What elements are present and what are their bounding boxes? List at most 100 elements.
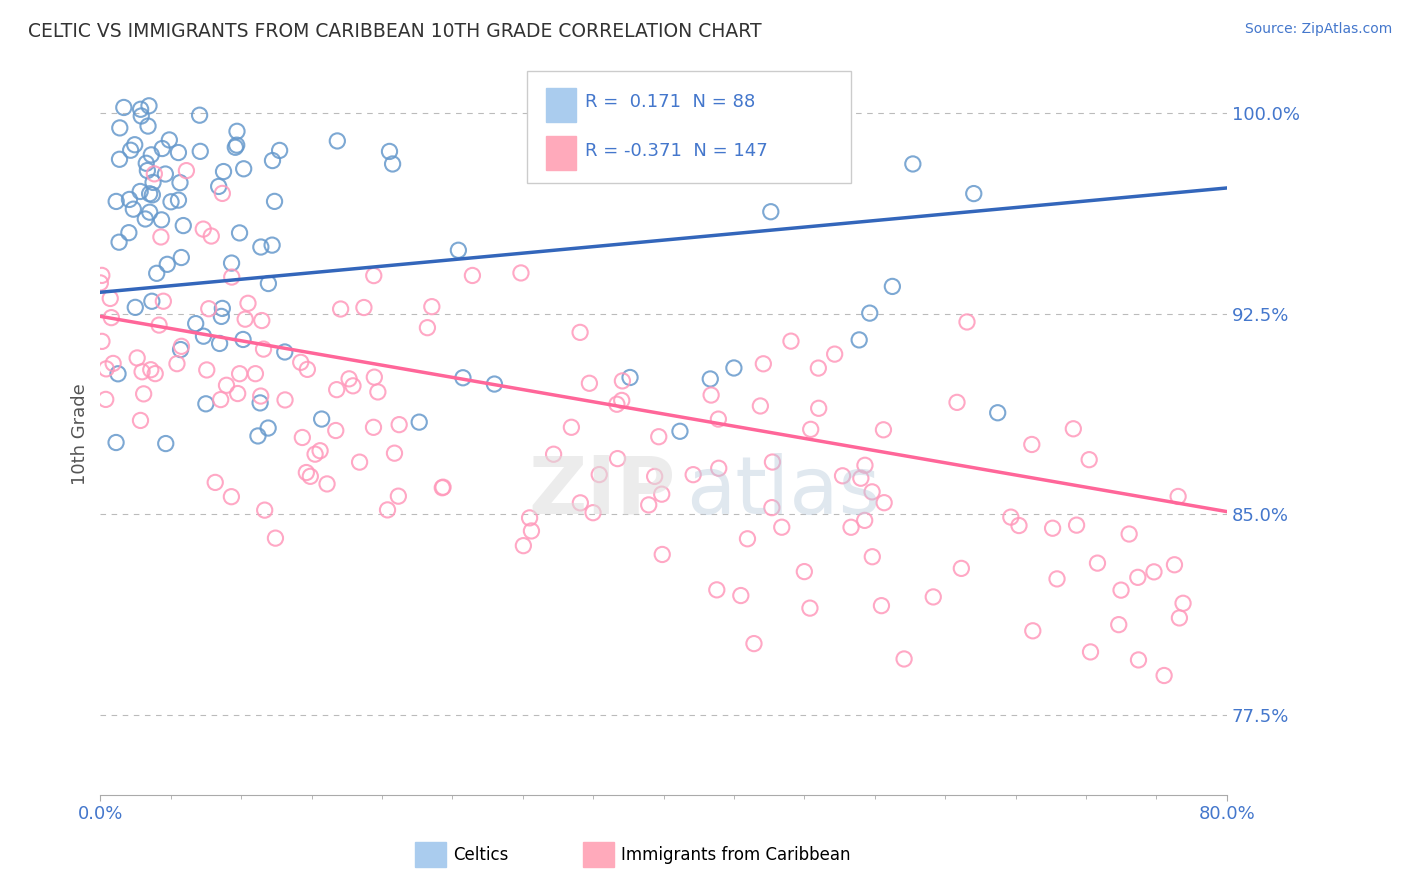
Point [860, 549, 883, 564]
Point [342, 379, 364, 393]
Point [901, 157, 924, 171]
Point [737, 532, 759, 546]
Point [195, 363, 218, 377]
Point [90, 268, 112, 283]
Point [246, 429, 269, 443]
Point [831, 468, 853, 483]
Point [387, 489, 409, 503]
Point [316, 477, 339, 491]
Point [157, 133, 180, 147]
Point [249, 389, 271, 403]
Point [1118, 527, 1140, 541]
Point [89, 276, 111, 290]
Point [311, 412, 333, 426]
Point [155, 436, 177, 450]
Point [252, 342, 274, 356]
Point [129, 185, 152, 199]
Point [519, 511, 541, 525]
Point [447, 244, 470, 258]
Point [188, 145, 211, 159]
Point [325, 424, 347, 438]
Point [209, 310, 232, 324]
Point [388, 417, 411, 432]
Point [262, 238, 284, 252]
Point [432, 481, 454, 495]
Point [94, 392, 117, 407]
Point [150, 141, 173, 155]
Point [872, 423, 894, 437]
Point [136, 163, 159, 178]
Point [612, 374, 634, 388]
Point [1171, 596, 1194, 610]
Point [236, 296, 259, 310]
Point [131, 365, 153, 379]
Point [761, 500, 783, 515]
Point [651, 487, 673, 501]
Point [606, 397, 628, 411]
Point [807, 401, 830, 416]
Text: atlas: atlas [686, 453, 880, 531]
Point [484, 377, 506, 392]
Point [170, 251, 193, 265]
Point [170, 339, 193, 353]
Point [793, 565, 815, 579]
Point [91, 334, 114, 349]
Point [1109, 583, 1132, 598]
Point [176, 163, 198, 178]
Point [723, 361, 745, 376]
Point [156, 257, 179, 271]
Point [848, 333, 870, 347]
Point [122, 202, 145, 217]
Point [124, 301, 146, 315]
Point [759, 204, 782, 219]
Point [112, 100, 135, 114]
Point [326, 134, 349, 148]
Point [873, 496, 896, 510]
Point [329, 301, 352, 316]
Point [96, 361, 118, 376]
Point [225, 138, 247, 153]
Point [849, 471, 872, 485]
Point [1108, 617, 1130, 632]
Point [870, 599, 893, 613]
Point [451, 371, 474, 385]
Point [304, 447, 326, 461]
Point [226, 386, 249, 401]
Point [108, 120, 131, 135]
Point [1126, 570, 1149, 584]
Point [669, 424, 692, 438]
Point [269, 144, 291, 158]
Point [408, 415, 430, 429]
Point [211, 301, 233, 316]
Point [1168, 611, 1191, 625]
Point [839, 520, 862, 534]
Point [145, 266, 167, 280]
Point [208, 179, 231, 194]
Point [135, 156, 157, 170]
Point [138, 205, 160, 219]
Point [232, 333, 254, 347]
Y-axis label: 10th Grade: 10th Grade [72, 384, 89, 485]
Text: CELTIC VS IMMIGRANTS FROM CARIBBEAN 10TH GRADE CORRELATION CHART: CELTIC VS IMMIGRANTS FROM CARIBBEAN 10TH… [28, 22, 762, 41]
Point [699, 372, 721, 386]
Point [120, 143, 142, 157]
Point [107, 367, 129, 381]
Point [682, 467, 704, 482]
Text: Immigrants from Caribbean: Immigrants from Caribbean [621, 846, 851, 863]
Point [560, 420, 582, 434]
Point [353, 301, 375, 315]
Point [1022, 624, 1045, 638]
Point [1042, 521, 1064, 535]
Point [800, 422, 823, 436]
Point [946, 395, 969, 409]
Point [197, 301, 219, 316]
Point [588, 467, 610, 482]
Point [253, 503, 276, 517]
Text: R =  0.171  N = 88: R = 0.171 N = 88 [585, 94, 755, 112]
Point [853, 458, 876, 473]
Point [215, 378, 238, 392]
Point [363, 370, 385, 384]
Point [512, 539, 534, 553]
Point [893, 652, 915, 666]
Point [141, 187, 163, 202]
